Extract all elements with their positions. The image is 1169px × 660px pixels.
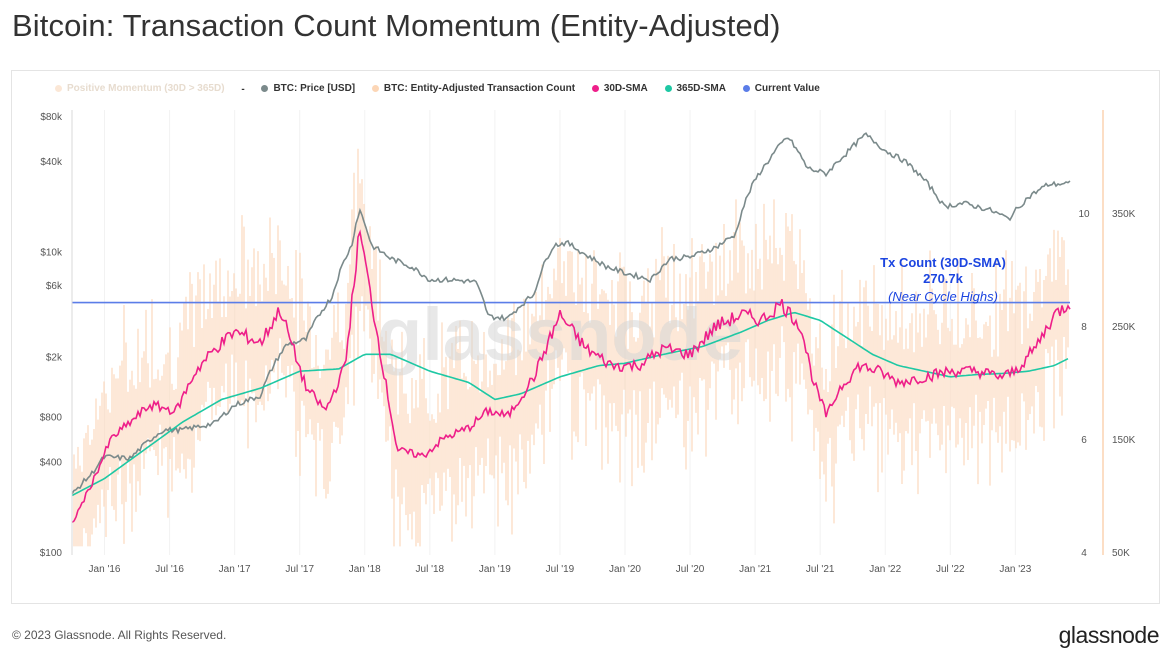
legend-tx-count[interactable]: BTC: Entity-Adjusted Transaction Count — [371, 83, 576, 94]
annotation-line3: (Near Cycle Highs) — [888, 289, 998, 304]
right-tick-label: 250K — [1112, 322, 1136, 333]
x-tick-label: Jan '20 — [609, 564, 641, 575]
legend-current[interactable]: Current Value — [742, 83, 820, 94]
legend-sma30-swatch — [591, 85, 599, 92]
left-tick-label: $800 — [40, 412, 63, 423]
legend-price-label: BTC: Price [USD] — [273, 83, 356, 94]
mid-tick-label: 10 — [1078, 209, 1090, 220]
mid-tick-label: 8 — [1081, 322, 1087, 333]
left-tick-label: $80k — [40, 112, 63, 123]
x-tick-label: Jul '16 — [155, 564, 184, 575]
legend-positive-momentum-label: Positive Momentum (30D > 365D) — [67, 83, 225, 94]
sma30-line — [71, 229, 1071, 524]
x-tick-label: Jan '17 — [219, 564, 251, 575]
mid-tick-label: 4 — [1081, 548, 1087, 559]
series-lines — [71, 132, 1071, 524]
right-tick-label: 50K — [1112, 548, 1130, 559]
x-tick-label: Jul '19 — [546, 564, 575, 575]
brand-logo: glassnode — [1058, 622, 1160, 648]
x-tick-label: Jan '18 — [349, 564, 381, 575]
left-tick-label: $400 — [40, 458, 63, 469]
x-tick-label: Jul '22 — [936, 564, 965, 575]
legend-sma30-label: 30D-SMA — [603, 83, 648, 94]
legend-sma365[interactable]: 365D-SMA — [664, 83, 726, 94]
legend-positive-momentum[interactable]: Positive Momentum (30D > 365D) — [55, 83, 225, 94]
sma365-line — [71, 311, 1069, 497]
left-tick-label: $40k — [40, 157, 63, 168]
annotation-line2: 270.7k — [923, 271, 964, 286]
chart-title: Bitcoin: Transaction Count Momentum (Ent… — [12, 8, 781, 43]
annotation-line1: Tx Count (30D-SMA) — [880, 255, 1006, 270]
x-tick-label: Jul '17 — [285, 564, 314, 575]
x-tick-label: Jan '22 — [869, 564, 901, 575]
left-tick-label: $100 — [40, 548, 63, 559]
legend-price-swatch — [261, 85, 269, 92]
x-tick-label: Jan '21 — [739, 564, 771, 575]
watermark: glassnode — [377, 293, 743, 376]
x-tick-label: Jan '19 — [479, 564, 511, 575]
mid-tick-label: 6 — [1081, 435, 1087, 446]
left-tick-label: $10k — [40, 248, 63, 259]
price-line — [71, 132, 1071, 495]
legend: Positive Momentum (30D > 365D) - BTC: Pr… — [55, 83, 834, 97]
legend-current-swatch — [742, 85, 750, 92]
left-tick-label: $6k — [46, 281, 63, 292]
axes: Jan '16 Jul '16 Jan '17 Jul '17 Jan '18 Jul '… — [40, 110, 1136, 575]
legend-positive-momentum-swatch — [55, 85, 62, 92]
legend-sma30[interactable]: 30D-SMA — [591, 83, 648, 94]
legend-tx-count-swatch — [371, 85, 379, 92]
x-tick-label: Jan '23 — [999, 564, 1031, 575]
legend-price[interactable]: BTC: Price [USD] — [261, 83, 355, 94]
right-tick-label: 150K — [1112, 435, 1136, 446]
legend-tx-count-label: BTC: Entity-Adjusted Transaction Count — [383, 83, 576, 94]
annotation: Tx Count (30D-SMA) 270.7k (Near Cycle Hi… — [880, 255, 1006, 304]
x-tick-label: Jul '20 — [676, 564, 705, 575]
right-tick-label: 350K — [1112, 209, 1136, 220]
copyright: © 2023 Glassnode. All Rights Reserved. — [12, 628, 227, 642]
legend-sma365-label: 365D-SMA — [676, 83, 726, 94]
x-tick-label: Jul '21 — [806, 564, 835, 575]
legend-separator: - — [241, 84, 245, 95]
x-tick-label: Jan '16 — [89, 564, 121, 575]
legend-current-label: Current Value — [754, 83, 820, 94]
left-tick-label: $2k — [46, 353, 63, 364]
legend-sma365-swatch — [664, 85, 672, 92]
x-tick-label: Jul '18 — [416, 564, 445, 575]
